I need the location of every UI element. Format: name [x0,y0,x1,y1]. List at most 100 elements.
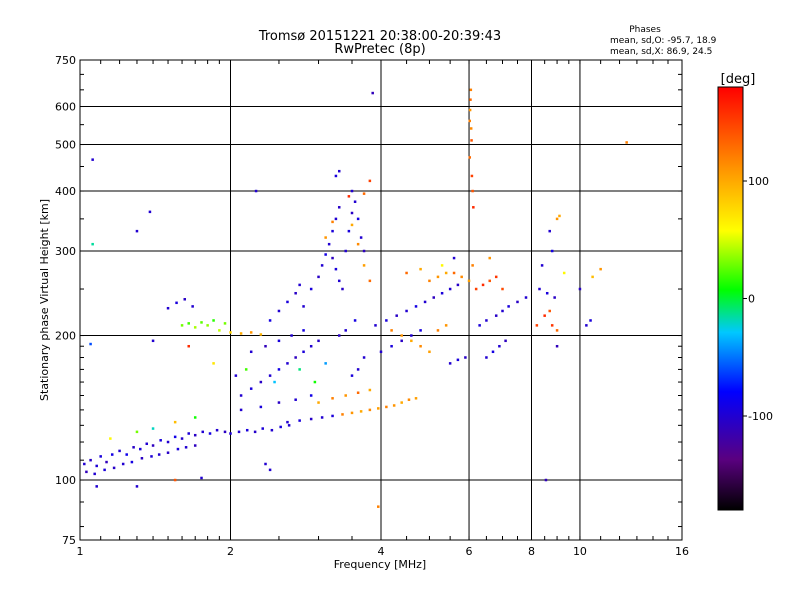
data-point [344,394,347,397]
data-point [109,437,112,440]
y-axis-label: Stationary phase Virtual Height [km] [38,199,51,401]
data-point [337,169,341,173]
data-point [599,267,602,271]
data-point [309,344,313,348]
data-point [309,287,313,291]
data-point [535,324,539,327]
data-point [548,309,551,313]
data-point [468,119,472,123]
data-point [151,444,155,447]
data-point [264,344,267,348]
data-point [371,91,374,95]
data-point [302,350,305,354]
data-point [436,329,440,332]
data-point [93,472,96,476]
data-point [166,440,170,444]
data-point [112,466,116,470]
data-point [419,267,422,271]
data-point [212,319,215,322]
data-point [377,407,380,410]
data-point [368,388,372,392]
data-point [277,339,281,343]
data-point [193,326,197,329]
data-point [121,462,125,466]
data-point [286,362,289,365]
data-point [245,428,249,432]
data-point [419,329,422,332]
colorbar-tick-label: 0 [748,293,755,306]
data-point [436,275,440,279]
data-point [249,331,253,334]
data-point [331,229,334,233]
data-point [208,432,212,435]
data-point [187,432,190,435]
data-point [488,256,491,260]
legend-line-o: mean, sd,O: -95.7, 18.9 [610,36,717,46]
data-point [350,411,354,415]
data-point [193,433,197,437]
data-point [471,264,474,267]
data-point [341,287,344,291]
data-point [294,356,297,359]
data-point [390,329,393,332]
data-point [176,447,180,451]
data-point [485,319,488,322]
data-point [331,220,334,224]
data-point [353,200,357,203]
data-point [414,305,418,308]
data-point [290,334,293,337]
data-point [474,287,478,291]
data-point [180,437,184,440]
data-point [218,329,221,332]
data-point [286,300,289,304]
data-point [470,139,473,142]
legend-heading: Phases [629,25,661,35]
data-point [353,319,357,322]
data-point [444,324,448,327]
data-point [350,374,354,377]
data-point [498,344,501,348]
data-point [585,324,588,327]
data-point [368,179,372,183]
data-point [259,405,263,409]
data-point [467,279,471,283]
data-point [347,229,351,233]
data-point [414,397,418,400]
data-point [469,98,472,101]
data-point [317,339,320,343]
data-point [173,478,177,482]
data-point [302,305,305,308]
data-point [491,350,495,354]
data-point [259,333,263,336]
data-point [368,279,372,283]
data-point [239,332,243,335]
data-point [91,158,94,161]
data-point [558,214,561,218]
data-point [562,271,566,275]
y-tick-label: 100 [55,474,76,487]
data-point [452,271,456,275]
data-point [223,322,227,325]
data-point [327,242,331,246]
data-point [118,449,121,453]
data-point [140,457,144,460]
data-point [428,350,431,354]
data-point [440,264,444,267]
data-point [264,462,267,466]
data-point [478,324,481,327]
data-point [555,217,559,221]
data-point [591,275,594,279]
data-point [405,271,408,275]
data-point [544,478,548,482]
data-point [448,287,452,291]
data-point [294,398,297,401]
data-point [249,387,253,390]
data-point [385,319,388,322]
data-point [173,420,177,424]
data-point [341,413,344,416]
y-tick-label: 300 [55,245,76,258]
data-point [85,470,88,474]
data-point [374,324,377,327]
data-point [471,189,474,193]
chart-title: Tromsø 20151221 20:38:00-20:39:43 [258,29,501,44]
